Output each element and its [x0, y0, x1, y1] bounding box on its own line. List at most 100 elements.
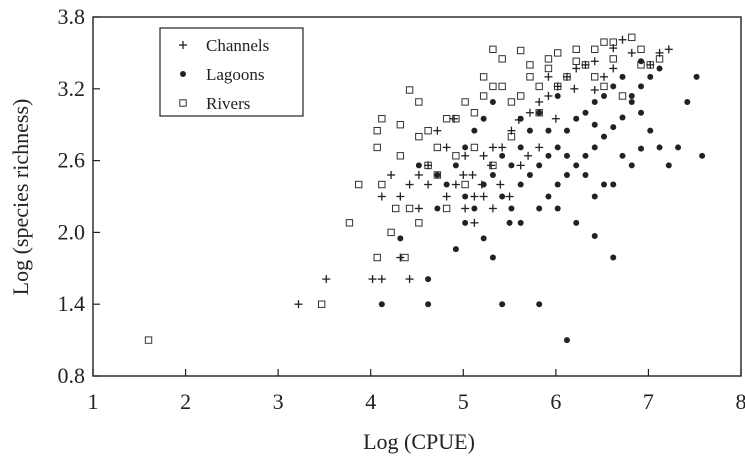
rivers-point [498, 55, 506, 63]
channels-point [514, 115, 523, 124]
lagoons-point [526, 127, 533, 134]
channels-point [516, 161, 525, 170]
legend-label-rivers: Rivers [206, 94, 250, 113]
channels-point [551, 114, 560, 123]
rivers-point [373, 126, 381, 135]
lagoons-point [591, 98, 598, 105]
rivers-point [345, 219, 354, 227]
lagoons-point [610, 124, 617, 131]
lagoons-point [554, 205, 561, 212]
legend-label-lagoons: Lagoons [206, 65, 265, 84]
channels-point [424, 180, 433, 189]
x-axis-title: Log (CPUE) [363, 429, 475, 454]
rivers-point [479, 92, 488, 100]
lagoons-point [517, 144, 524, 151]
lagoons-point [397, 235, 404, 242]
lagoons-point [628, 162, 635, 169]
channels-point [570, 84, 579, 93]
channels-point [470, 218, 479, 227]
rivers-point [618, 92, 627, 100]
lagoons-point [508, 162, 515, 169]
channels-point [477, 180, 486, 189]
channels-point [525, 108, 534, 117]
rivers-point [396, 152, 405, 160]
channels-point [450, 114, 459, 123]
axes [92, 16, 742, 377]
channels-point [544, 72, 553, 81]
lagoons-point [563, 337, 570, 344]
lagoons-point [665, 162, 672, 169]
lagoons-point [536, 301, 543, 308]
channels-point [368, 275, 377, 284]
rivers-point [442, 204, 451, 213]
channels-point [655, 48, 664, 57]
rivers-point [378, 115, 386, 123]
lagoons-point [536, 205, 543, 212]
channels-point [405, 180, 414, 189]
rivers-point [489, 82, 497, 91]
rivers-point [637, 45, 645, 54]
lagoons-point [480, 235, 487, 242]
rivers-point [433, 143, 442, 152]
lagoons-point [480, 115, 487, 122]
channels-point [618, 35, 627, 44]
x-tick-label: 4 [365, 389, 376, 414]
channels-point [424, 161, 433, 170]
channels-point [646, 60, 655, 69]
lagoons-point [638, 109, 645, 116]
lagoons-point [536, 109, 543, 116]
lagoons-point [573, 115, 580, 122]
channels-point [507, 126, 516, 135]
channels-point [590, 57, 599, 66]
lagoons-point [545, 127, 552, 134]
lagoons-point [536, 162, 543, 169]
channels-point [488, 143, 497, 152]
lagoons-point [425, 276, 432, 283]
channels-point [496, 180, 505, 189]
lagoons-legend-marker [180, 71, 186, 77]
rivers-point [591, 45, 599, 54]
channels-point [664, 45, 673, 54]
lagoons-point [610, 254, 617, 261]
rivers-point [591, 73, 599, 81]
lagoons-point [554, 181, 561, 188]
channels-point [524, 151, 533, 160]
lagoons-point [554, 144, 561, 151]
x-tick-label: 8 [736, 389, 745, 414]
lagoons-point [489, 98, 496, 105]
rivers-point [516, 46, 525, 55]
lagoons-point [591, 121, 598, 128]
rivers-point [572, 45, 580, 54]
rivers-point [526, 73, 534, 81]
channels-point [396, 192, 405, 201]
rivers-point [535, 82, 543, 91]
rivers-point [415, 219, 423, 227]
lagoons-point [443, 181, 450, 188]
rivers-point [554, 49, 562, 57]
y-tick-label: 1.4 [58, 291, 86, 316]
rivers-point [498, 82, 506, 91]
lagoons-point [471, 205, 478, 212]
channels-point [387, 170, 396, 179]
channels-point [498, 143, 507, 152]
channels-point [609, 64, 618, 73]
channels-point [459, 170, 468, 179]
rivers-legend-marker [179, 99, 187, 107]
lagoons-point [647, 73, 654, 80]
channels-point [470, 192, 479, 201]
rivers-point [354, 180, 363, 189]
lagoons-point [489, 171, 496, 178]
lagoons-point [628, 98, 635, 105]
channels-point [599, 72, 608, 81]
rivers-point [452, 152, 460, 160]
x-tick-label: 6 [550, 389, 561, 414]
lagoons-point [656, 65, 663, 72]
rivers-point [461, 98, 469, 106]
lagoons-point [554, 92, 561, 99]
channels-point [505, 192, 514, 201]
lagoons-point [526, 171, 533, 178]
channels-legend-marker [179, 41, 187, 49]
channels-point [544, 91, 553, 100]
lagoons-point [434, 205, 441, 212]
rivers-point [516, 92, 525, 100]
